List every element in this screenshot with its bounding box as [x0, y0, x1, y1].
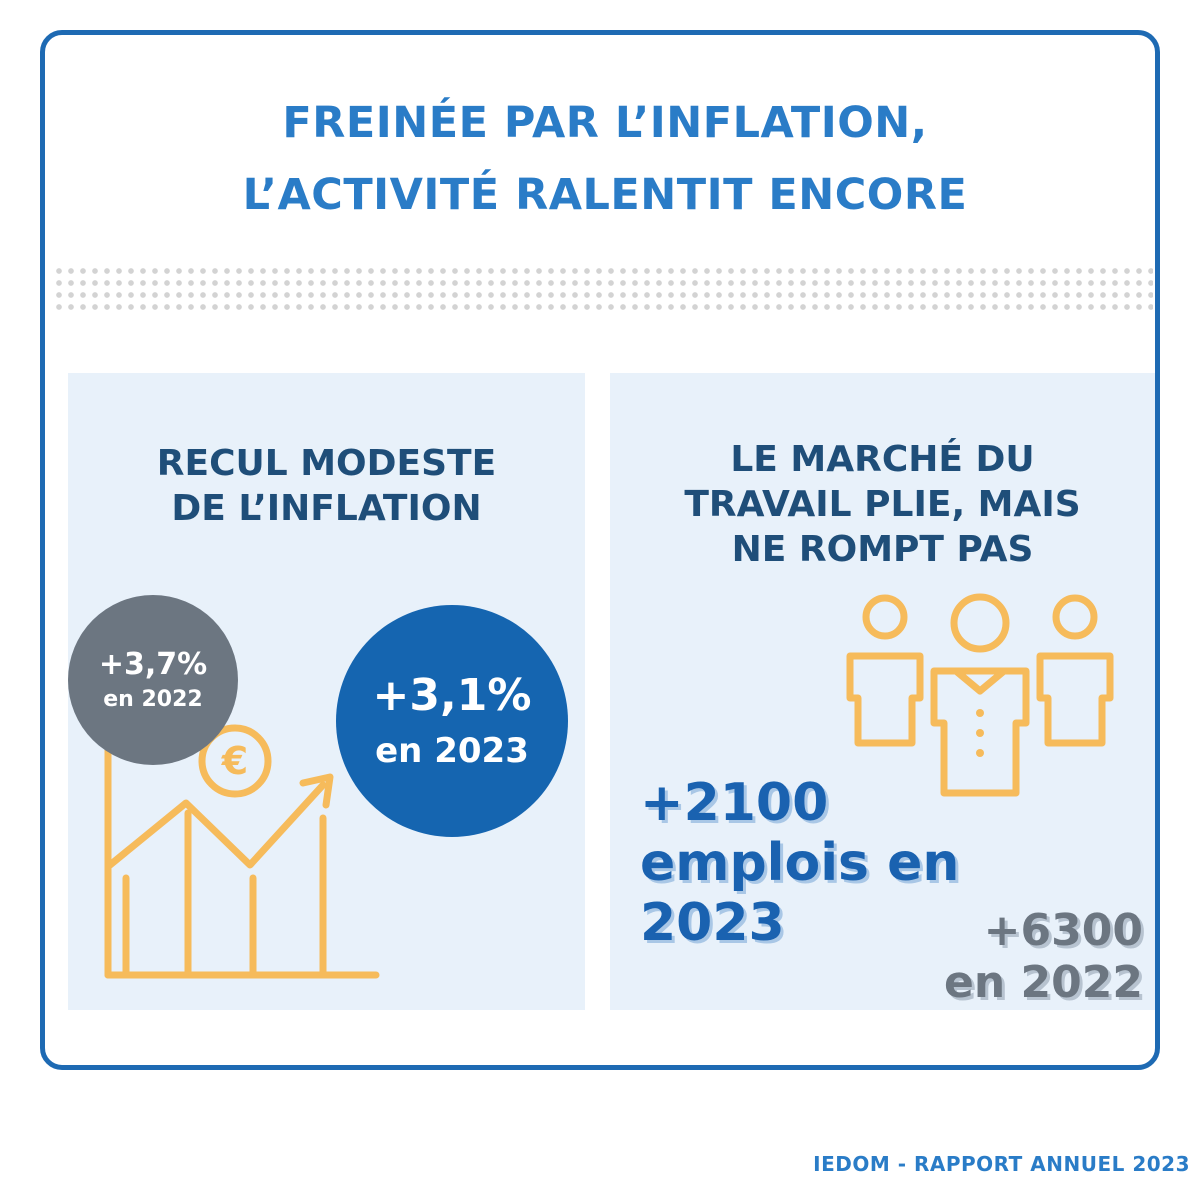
footer-source: IEDOM - RAPPORT ANNUEL 2023 — [813, 1152, 1190, 1176]
jobs-2023-value: +2100 — [640, 773, 829, 833]
labour-panel-title: LE MARCHÉ DU TRAVAIL PLIE, MAIS NE ROMPT… — [610, 437, 1155, 572]
labour-title-line2: TRAVAIL PLIE, MAIS — [684, 484, 1081, 525]
euro-growth-chart-icon: € — [104, 719, 380, 979]
labour-title-line1: LE MARCHÉ DU — [730, 439, 1035, 480]
jobs-2022-figure: +6300 en 2022 — [944, 905, 1143, 1009]
inflation-2023-value: +3,1% — [372, 670, 532, 721]
jobs-2023-year: 2023 — [640, 893, 785, 953]
people-group-icon — [846, 593, 1114, 797]
jobs-2023-figure: +2100 emplois en 2023 — [640, 773, 959, 953]
dotted-divider — [53, 265, 1153, 313]
inflation-title-line2: DE L’INFLATION — [171, 488, 482, 529]
labour-title-line3: NE ROMPT PAS — [731, 529, 1034, 570]
svg-text:€: € — [221, 739, 248, 783]
jobs-2022-value: +6300 — [983, 905, 1143, 956]
inflation-title-line1: RECUL MODESTE — [156, 443, 497, 484]
main-title-line1: FREINÉE PAR L’INFLATION, — [282, 98, 928, 148]
main-title-line2: L’ACTIVITÉ RALENTIT ENCORE — [242, 170, 968, 220]
jobs-2023-label: emplois en — [640, 833, 960, 893]
inflation-panel: RECUL MODESTE DE L’INFLATION € +3,7% en … — [68, 373, 585, 1010]
inflation-2022-value: +3,7% — [98, 647, 208, 682]
labour-panel: LE MARCHÉ DU TRAVAIL PLIE, MAIS NE ROMPT… — [610, 373, 1155, 1010]
infographic-frame: FREINÉE PAR L’INFLATION, L’ACTIVITÉ RALE… — [40, 30, 1160, 1070]
jobs-2022-year: en 2022 — [944, 957, 1143, 1008]
inflation-panel-title: RECUL MODESTE DE L’INFLATION — [68, 441, 585, 531]
inflation-2023-badge: +3,1% en 2023 — [336, 605, 568, 837]
inflation-2022-year: en 2022 — [103, 687, 203, 712]
inflation-2023-year: en 2023 — [375, 731, 529, 771]
main-title: FREINÉE PAR L’INFLATION, L’ACTIVITÉ RALE… — [45, 87, 1165, 231]
inflation-2022-badge: +3,7% en 2022 — [68, 595, 238, 765]
